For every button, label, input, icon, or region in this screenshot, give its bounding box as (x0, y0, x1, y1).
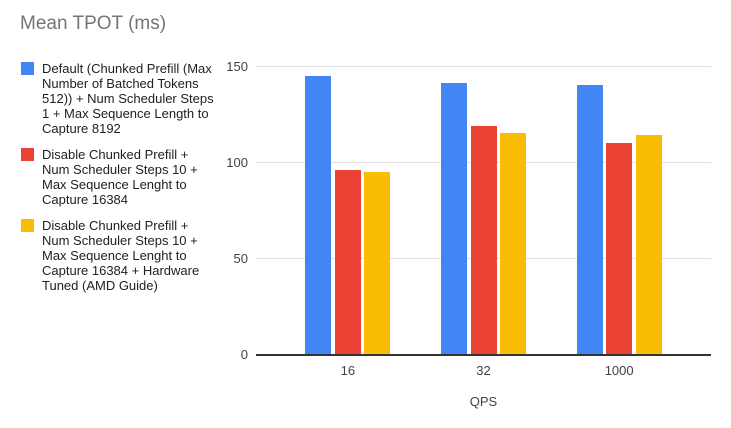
gridline (256, 66, 711, 67)
bar[interactable] (364, 171, 391, 354)
y-axis-tick-label: 100 (226, 155, 248, 170)
legend-swatch-icon (21, 62, 34, 75)
x-axis-tick-label: 32 (476, 363, 491, 378)
legend-item-label: Default (Chunked Prefill (Max Number of … (42, 61, 214, 136)
chart-legend: Default (Chunked Prefill (Max Number of … (21, 61, 233, 304)
bar[interactable] (606, 142, 633, 354)
y-axis-tick-label: 150 (226, 59, 248, 74)
y-axis-tick-label: 50 (233, 251, 248, 266)
y-axis-tick-label: 0 (240, 347, 248, 362)
bar[interactable] (334, 169, 361, 354)
legend-swatch-icon (21, 148, 34, 161)
legend-item[interactable]: Disable Chunked Prefill + Num Scheduler … (21, 147, 233, 207)
plot-area: 0 50 100 150 16 32 1000 (226, 59, 711, 378)
x-axis-tick-label: 16 (340, 363, 356, 378)
x-axis-title: QPS (469, 394, 498, 409)
bar[interactable] (635, 135, 662, 354)
legend-item-label: Disable Chunked Prefill + Num Scheduler … (42, 147, 198, 207)
bar[interactable] (576, 85, 603, 354)
legend-item[interactable]: Default (Chunked Prefill (Max Number of … (21, 61, 233, 136)
legend-item-label: Disable Chunked Prefill + Num Scheduler … (42, 218, 200, 293)
legend-swatch-icon (21, 219, 34, 232)
bar[interactable] (305, 75, 332, 354)
bar[interactable] (441, 83, 467, 354)
bar[interactable] (470, 125, 497, 354)
chart-title: Mean TPOT (ms) (20, 13, 167, 34)
x-axis-tick-label: 1000 (604, 363, 634, 378)
legend-item[interactable]: Disable Chunked Prefill + Num Scheduler … (21, 218, 233, 293)
bar[interactable] (500, 133, 526, 354)
